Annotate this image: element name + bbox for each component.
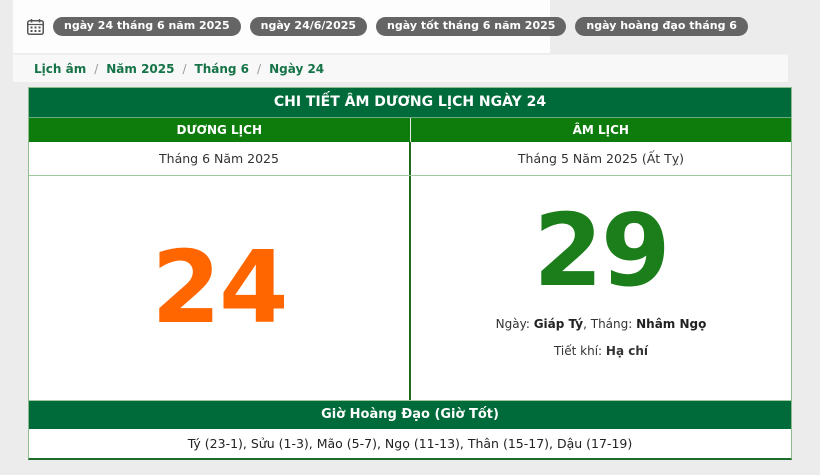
solar-day-number: 24 [151, 229, 288, 346]
lunar-day-canchi: Giáp Tý [533, 316, 584, 331]
solar-term-value: Hạ chí [605, 343, 649, 358]
calendar-icon [27, 18, 44, 35]
auspicious-hours-header: Giờ Hoàng Đạo (Giờ Tốt) [29, 400, 791, 429]
day-row: 24 29 Ngày: Giáp Tý, Tháng: Nhâm Ngọ Tiế… [29, 176, 791, 400]
breadcrumb-month[interactable]: Tháng 6 [194, 61, 250, 76]
month-row: Tháng 6 Năm 2025 Tháng 5 Năm 2025 (Ất Tỵ… [29, 142, 791, 176]
lunar-month-label: Tháng 5 Năm 2025 (Ất Tỵ) [517, 151, 685, 166]
lunar-month-canchi: Nhâm Ngọ [636, 316, 707, 331]
breadcrumb: Lịch âm / Năm 2025 / Tháng 6 / Ngày 24 [13, 54, 788, 82]
lunar-day-cell: 29 Ngày: Giáp Tý, Tháng: Nhâm Ngọ Tiết k… [411, 176, 791, 400]
solar-month-label: Tháng 6 Năm 2025 [29, 142, 411, 175]
table-title: CHI TIẾT ÂM DƯƠNG LỊCH NGÀY 24 [29, 88, 791, 118]
column-header-row: DƯƠNG LỊCH ÂM LỊCH [29, 118, 791, 142]
tag-pill-good-days[interactable]: ngày tốt tháng 6 năm 2025 [376, 16, 567, 37]
lunar-month-label-inline: , Tháng: [583, 316, 637, 331]
solar-term-label: Tiết khí: [553, 343, 606, 358]
tag-pill-zodiac-days[interactable]: ngày hoàng đạo tháng 6 [575, 16, 748, 37]
breadcrumb-day[interactable]: Ngày 24 [269, 61, 325, 76]
breadcrumb-lunar-calendar[interactable]: Lịch âm [34, 61, 87, 76]
breadcrumb-year[interactable]: Năm 2025 [106, 61, 175, 76]
calendar-detail-table: CHI TIẾT ÂM DƯƠNG LỊCH NGÀY 24 DƯƠNG LỊC… [28, 87, 792, 460]
breadcrumb-separator: / [257, 61, 262, 76]
solar-term-line: Tiết khí: Hạ chí [554, 344, 648, 358]
column-header-solar: DƯƠNG LỊCH [29, 118, 411, 142]
tag-pill-day-full[interactable]: ngày 24 tháng 6 năm 2025 [53, 16, 241, 37]
breadcrumb-separator: / [94, 61, 99, 76]
tag-pills-row: ngày 24 tháng 6 năm 2025 ngày 24/6/2025 … [13, 0, 748, 53]
column-header-lunar: ÂM LỊCH [572, 123, 629, 137]
tag-pill-day-short[interactable]: ngày 24/6/2025 [249, 16, 368, 37]
solar-day-cell: 24 [29, 176, 411, 400]
lunar-day-number: 29 [533, 191, 670, 309]
lunar-canchi-line: Ngày: Giáp Tý, Tháng: Nhâm Ngọ [496, 317, 707, 331]
breadcrumb-separator: / [182, 61, 187, 76]
auspicious-hours-value: Tý (23-1), Sửu (1-3), Mão (5-7), Ngọ (11… [29, 429, 791, 458]
lunar-day-label: Ngày: [495, 316, 534, 331]
